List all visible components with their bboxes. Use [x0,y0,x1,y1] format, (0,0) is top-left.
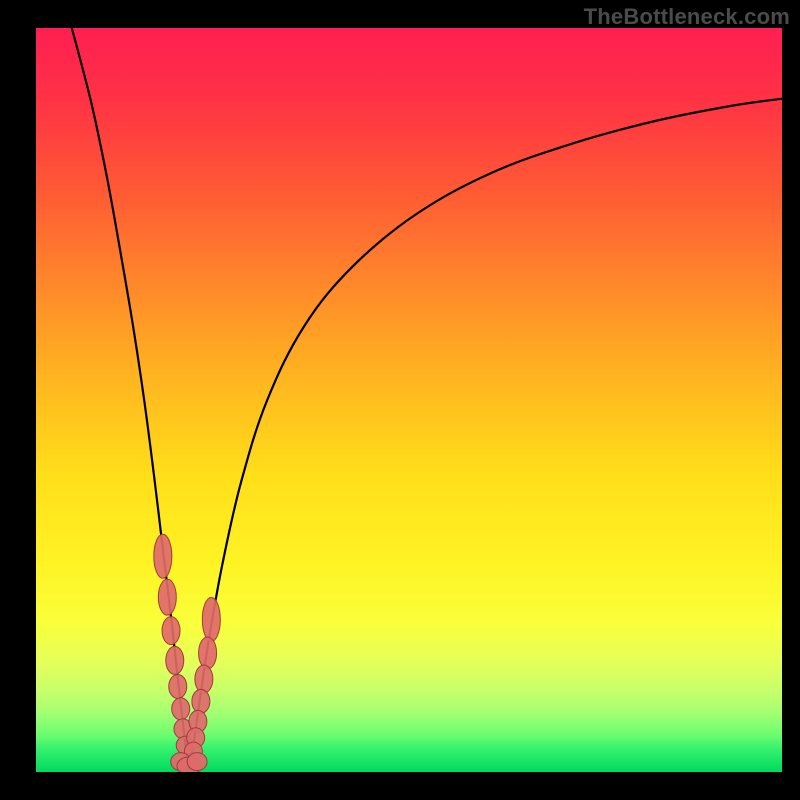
data-marker-right [199,637,217,669]
data-marker-right [202,597,220,641]
watermark-text: TheBottleneck.com [584,4,790,30]
data-marker-left [172,698,190,720]
frame-bottom [0,772,800,800]
frame-left [0,0,36,800]
curve-right [189,99,782,769]
data-marker-left [166,646,184,674]
data-marker-left [154,534,172,578]
data-marker-right [192,689,210,713]
data-marker-left [158,579,176,615]
data-marker-bottom [187,753,207,771]
plot-area [36,28,782,772]
frame-right [782,0,800,800]
data-marker-right [195,665,213,693]
data-marker-left [169,674,187,698]
data-marker-left [162,617,180,645]
bottleneck-curve [36,28,782,772]
